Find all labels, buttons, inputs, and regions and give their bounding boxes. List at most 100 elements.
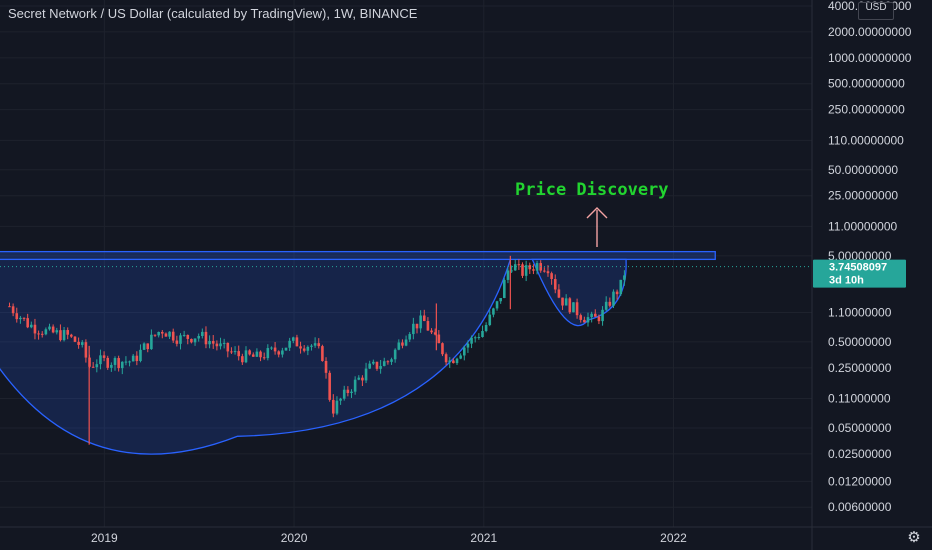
candle-body: [288, 340, 291, 348]
candle-body: [299, 346, 302, 349]
candle-body: [259, 351, 262, 358]
candle-body: [593, 313, 597, 317]
candle-body: [80, 342, 84, 345]
candle-body: [335, 400, 339, 414]
chart-title: Secret Network / US Dollar (calculated b…: [8, 6, 418, 21]
candle-body: [19, 317, 22, 320]
y-tick-label: 5.00000000: [828, 249, 892, 263]
candle-body: [328, 372, 331, 400]
candle-body: [532, 269, 535, 271]
candle-body: [503, 279, 506, 299]
candle-body: [412, 323, 415, 335]
y-tick-label: 1000.00000000: [828, 51, 912, 65]
candle-body: [561, 297, 564, 306]
candle-body: [350, 391, 353, 394]
candle-body: [462, 347, 466, 356]
y-tick-label: 0.00600000: [828, 500, 892, 514]
candle-body: [415, 323, 419, 329]
candle-body: [393, 349, 397, 360]
candle-body: [190, 338, 193, 343]
candle-body: [408, 334, 412, 340]
candle-body: [270, 347, 273, 349]
x-tick-label: 2022: [660, 531, 687, 545]
candle-body: [342, 389, 346, 399]
y-tick-label: 1.10000000: [828, 305, 892, 319]
candle-body: [66, 330, 70, 335]
last-price-value: 3.74508097: [829, 262, 887, 274]
candle-body: [430, 330, 433, 333]
candle-body: [211, 341, 215, 344]
candle-body: [488, 314, 492, 326]
candle-body: [244, 350, 248, 363]
candle-body: [484, 325, 488, 332]
candle-body: [368, 363, 371, 369]
candle-body: [33, 324, 37, 334]
candle-body: [466, 343, 470, 348]
candle-body: [513, 264, 517, 271]
candle-body: [26, 318, 29, 328]
candle-body: [550, 273, 553, 280]
candle-body: [273, 347, 277, 352]
gear-icon[interactable]: ⚙: [907, 529, 921, 546]
candle-body: [612, 291, 615, 306]
y-tick-label: 0.01200000: [828, 474, 892, 488]
y-tick-label: 250.00000000: [828, 103, 905, 117]
candle-body: [524, 265, 528, 276]
candle-body: [11, 306, 15, 314]
currency-selector[interactable]: USD: [858, 2, 894, 20]
candle-body: [495, 301, 499, 309]
cup-fill: [0, 259, 511, 455]
candle-body: [128, 361, 131, 363]
candle-body: [62, 330, 66, 341]
candle-body: [40, 333, 44, 335]
candle-body: [51, 326, 55, 333]
candle-body: [284, 347, 288, 351]
x-tick-label: 2021: [470, 531, 497, 545]
candle-body: [146, 343, 150, 350]
candle-body: [492, 308, 495, 315]
candle-body: [310, 345, 313, 347]
candle-body: [521, 264, 524, 276]
candle-body: [372, 361, 375, 364]
candle-body: [233, 351, 237, 353]
candle-body: [150, 334, 153, 350]
candle-body: [186, 334, 190, 339]
y-tick-label: 0.11000000: [828, 392, 891, 406]
candle-body: [219, 343, 222, 347]
candle-body: [161, 331, 164, 334]
candle-body: [597, 316, 601, 322]
candle-body: [332, 399, 335, 414]
candle-body: [55, 330, 59, 333]
candle-body: [346, 389, 350, 394]
candle-body: [197, 336, 200, 339]
candle-body: [583, 319, 586, 323]
last-price-countdown: 3d 10h: [829, 275, 864, 287]
candle-body: [110, 364, 113, 368]
candle-body: [48, 326, 51, 330]
candle-body: [470, 337, 473, 344]
y-tick-label: 0.05000000: [828, 421, 892, 435]
candle-body: [30, 324, 33, 328]
y-tick-label: 500.00000000: [828, 77, 905, 91]
candle-body: [586, 317, 590, 323]
candle-body: [117, 358, 120, 369]
candle-body: [353, 379, 357, 392]
candle-body: [619, 279, 623, 295]
candle-body: [339, 398, 342, 401]
candle-body: [535, 263, 539, 271]
candle-body: [517, 264, 521, 266]
candle-body: [193, 338, 197, 343]
candle-body: [37, 333, 40, 335]
candle-body: [113, 358, 117, 365]
candle-body: [291, 337, 295, 341]
candle-body: [70, 334, 73, 337]
candle-body: [433, 332, 437, 335]
candle-body: [135, 355, 139, 362]
y-tick-label: 110.00000000: [828, 133, 904, 147]
y-tick-label: 50.00000000: [828, 163, 898, 177]
candle-body: [295, 337, 299, 347]
candle-body: [499, 298, 502, 302]
candle-body: [401, 342, 404, 346]
